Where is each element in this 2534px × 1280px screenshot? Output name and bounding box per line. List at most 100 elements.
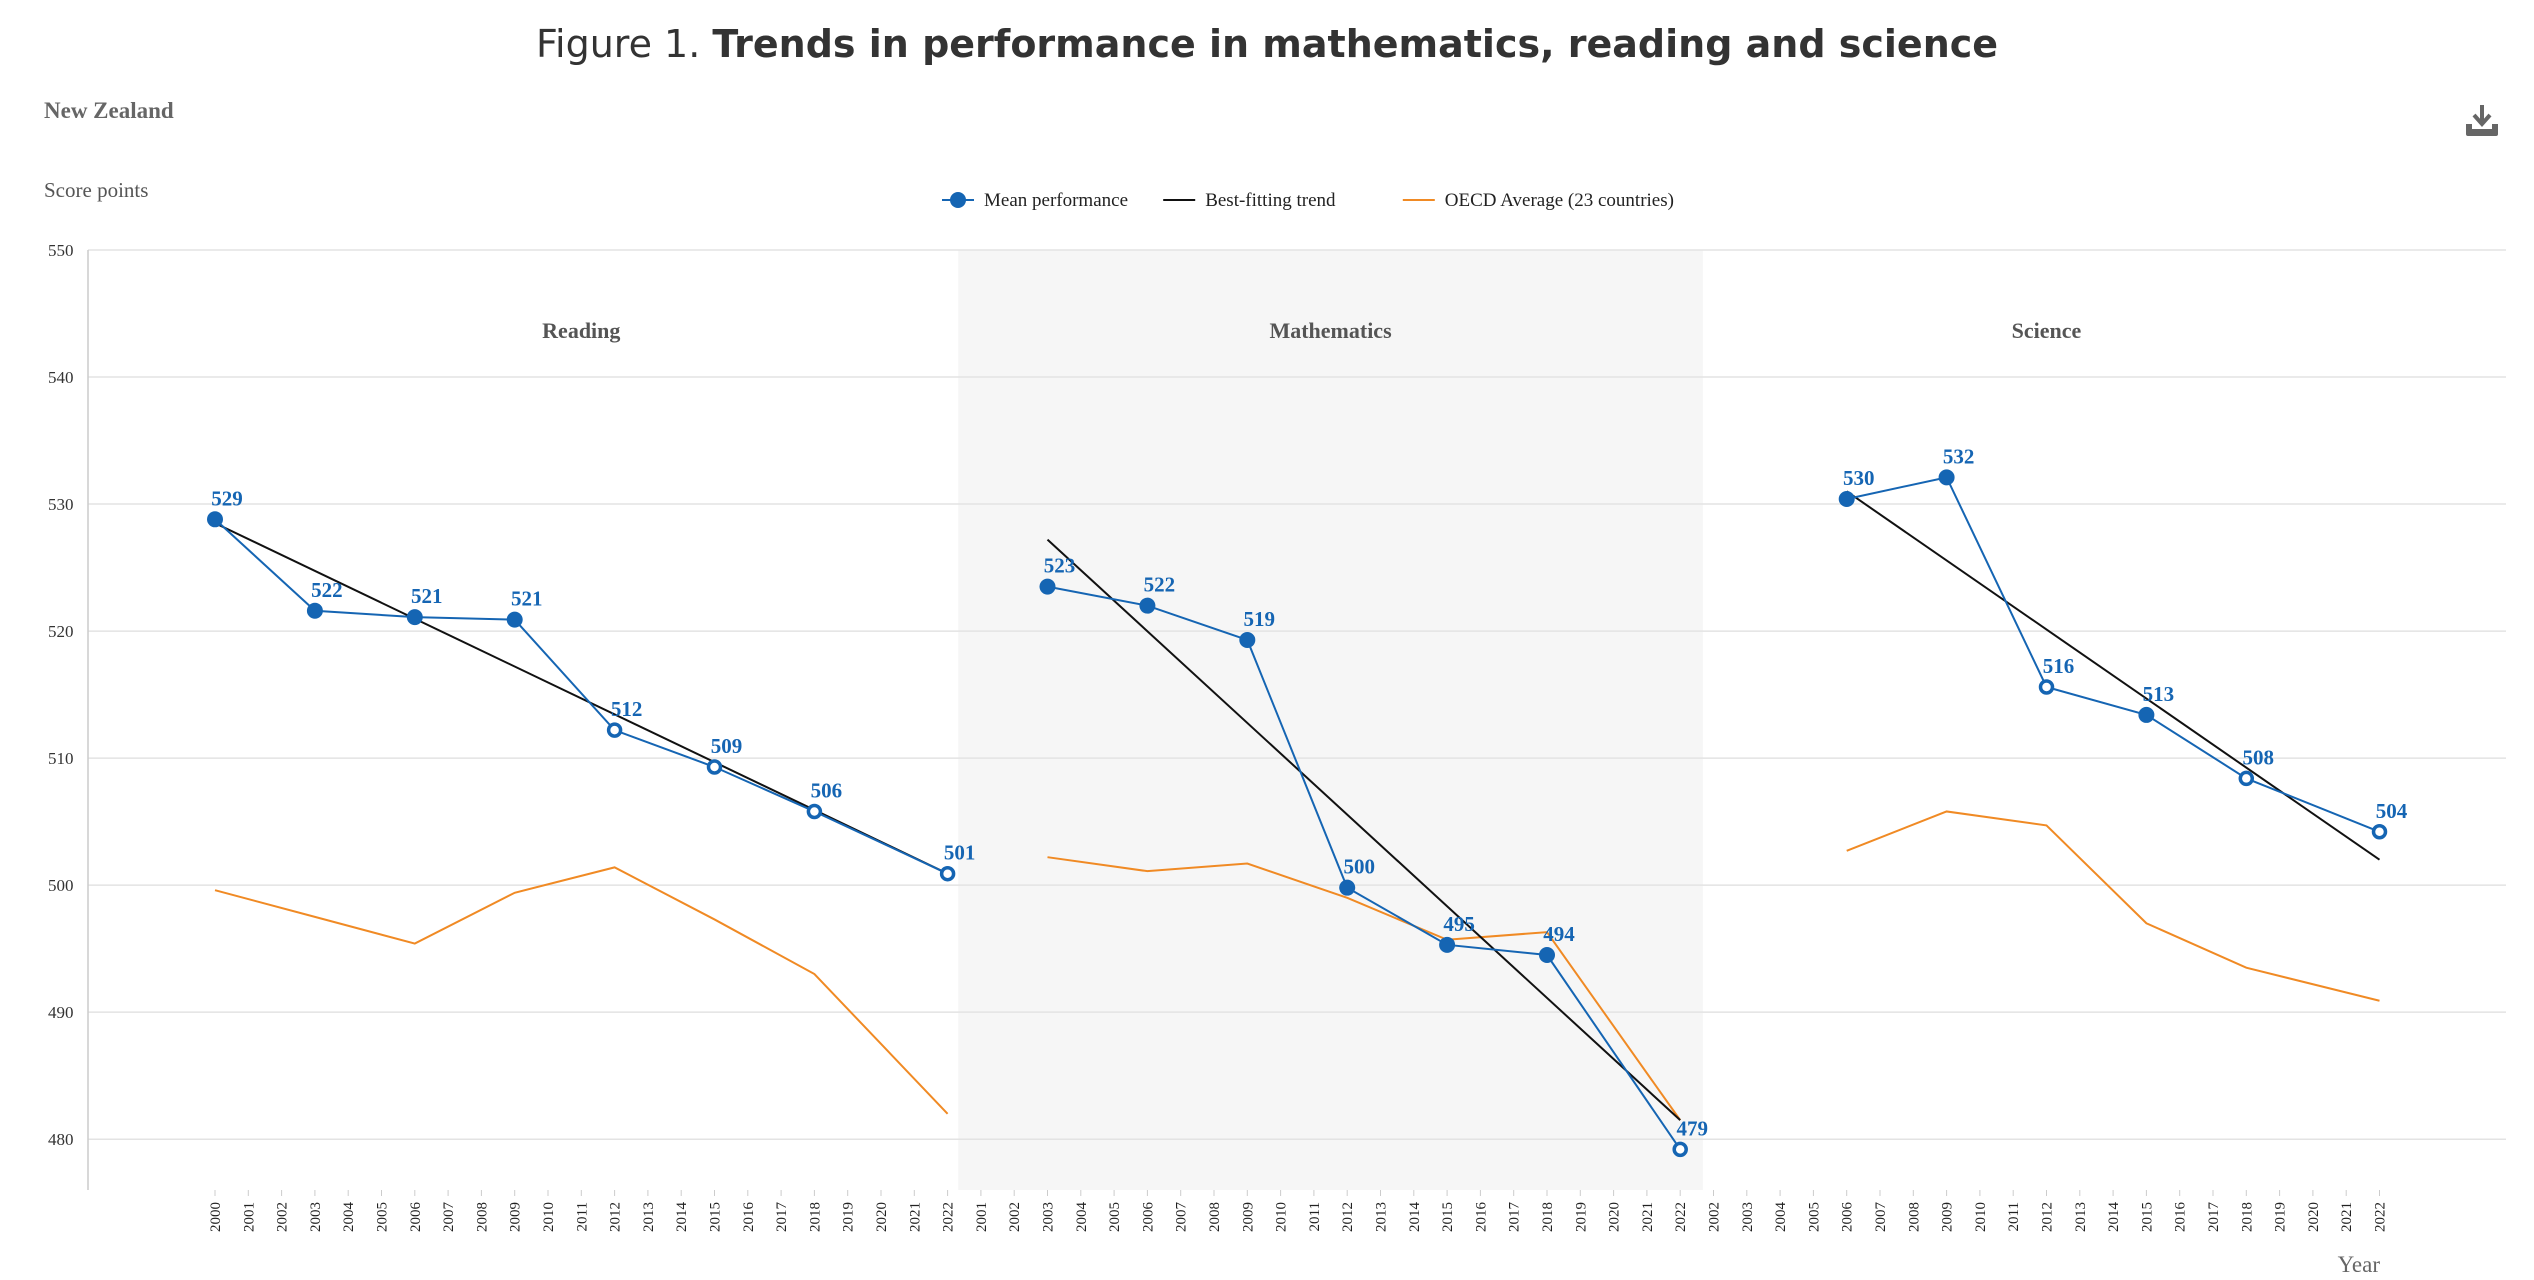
data-label: 509: [711, 734, 743, 758]
legend-marker-mean: [950, 192, 966, 208]
x-tick-label: 2004: [1773, 1202, 1789, 1233]
x-tick-label: 2007: [1174, 1202, 1190, 1233]
mean-point: [1838, 490, 1855, 507]
figure-title-main: Trends in performance in mathematics, re…: [712, 22, 1999, 66]
x-tick-label: 2015: [1440, 1202, 1456, 1232]
data-label: 495: [1443, 912, 1475, 936]
x-tick-label: 2010: [1973, 1202, 1989, 1232]
x-tick-label: 2010: [541, 1202, 557, 1232]
legend-label: Mean performance: [984, 190, 1128, 211]
x-tick-label: 2003: [1740, 1202, 1756, 1232]
x-tick-label: 2012: [608, 1202, 624, 1232]
y-tick-label: 540: [48, 368, 74, 387]
x-axis-title: Year: [2338, 1252, 2381, 1277]
x-tick-label: 2002: [1707, 1202, 1723, 1232]
x-tick-label: 2020: [1607, 1202, 1623, 1232]
x-tick-label: 2014: [674, 1202, 690, 1233]
mean-point-hollow: [606, 722, 623, 738]
y-tick-label: 480: [48, 1130, 74, 1149]
mean-point-hollow: [1672, 1141, 1688, 1158]
panel-title-reading: Reading: [542, 318, 620, 343]
data-label: 522: [311, 578, 343, 602]
x-tick-label: 2015: [708, 1202, 724, 1232]
data-label: 521: [511, 587, 543, 611]
mean-line-science: [1846, 476, 2380, 833]
x-tick-label: 2000: [208, 1202, 224, 1232]
data-label: 521: [411, 584, 443, 608]
y-tick-label: 530: [48, 495, 74, 514]
mean-point: [1339, 879, 1356, 896]
x-tick-label: 2006: [1840, 1202, 1856, 1233]
x-tick-label: 2004: [1074, 1202, 1090, 1233]
x-tick-label: 2022: [2373, 1202, 2389, 1232]
download-icon[interactable]: [2462, 100, 2502, 140]
oecd-line-mathematics: [1047, 856, 1682, 1121]
figure-title-prefix: Figure 1.: [535, 22, 701, 66]
x-tick-label: 2016: [2173, 1202, 2189, 1233]
mean-point: [1239, 631, 1256, 648]
x-tick-label: 2020: [2306, 1202, 2322, 1232]
x-tick-label: 2003: [1041, 1202, 1057, 1232]
trend-line-reading: [214, 522, 949, 875]
x-tick-label: 2014: [1407, 1202, 1423, 1233]
x-tick-label: 2008: [1207, 1202, 1223, 1232]
x-tick-label: 2012: [1340, 1202, 1356, 1232]
oecd-line-reading: [214, 866, 949, 1115]
x-tick-label: 2007: [1873, 1202, 1889, 1233]
x-tick-label: 2022: [941, 1202, 957, 1232]
x-tick-label: 2008: [1906, 1202, 1922, 1232]
x-tick-label: 2006: [1140, 1202, 1156, 1233]
mean-point: [1439, 936, 1456, 953]
data-label: 501: [944, 841, 976, 865]
x-tick-label: 2011: [1307, 1202, 1323, 1231]
mean-line-reading: [214, 518, 949, 875]
panel-title-science: Science: [2012, 318, 2082, 343]
data-label: 530: [1843, 466, 1875, 490]
trend-line-science: [1846, 490, 2381, 861]
x-tick-label: 2001: [241, 1202, 257, 1232]
x-tick-label: 2013: [2073, 1202, 2089, 1232]
mean-point-hollow: [939, 865, 956, 882]
x-tick-label: 2002: [275, 1202, 291, 1232]
oecd-line-science: [1846, 810, 2380, 1002]
x-tick-label: 2016: [1473, 1202, 1489, 1233]
data-label: 519: [1244, 607, 1276, 631]
x-tick-label: 2006: [408, 1202, 424, 1233]
x-tick-label: 2009: [1240, 1202, 1256, 1232]
x-tick-label: 2001: [974, 1202, 990, 1232]
data-label: 500: [1343, 855, 1375, 879]
x-tick-label: 2019: [841, 1202, 857, 1232]
mean-point: [2138, 706, 2155, 723]
x-tick-label: 2014: [2106, 1202, 2122, 1233]
x-tick-label: 2022: [1673, 1202, 1689, 1232]
mean-point: [1139, 597, 1156, 614]
data-label: 512: [611, 697, 643, 721]
mean-point: [1539, 947, 1555, 963]
x-tick-label: 2018: [1540, 1202, 1556, 1232]
mean-point: [1039, 578, 1056, 595]
mean-point-hollow: [2371, 824, 2388, 840]
data-label: 494: [1543, 922, 1575, 946]
x-tick-label: 2021: [907, 1202, 923, 1232]
y-tick-label: 550: [48, 241, 74, 260]
x-tick-label: 2013: [1374, 1202, 1390, 1232]
data-label: 532: [1943, 444, 1975, 468]
x-tick-label: 2017: [1507, 1202, 1523, 1233]
data-label: 506: [811, 778, 843, 802]
mean-point: [406, 609, 423, 626]
data-label: 523: [1044, 554, 1076, 578]
x-tick-label: 2005: [1107, 1202, 1123, 1232]
y-tick-label: 490: [48, 1003, 74, 1022]
trend-line-mathematics: [1046, 538, 1681, 1121]
x-tick-label: 2010: [1274, 1202, 1290, 1232]
y-axis-title: Score points: [44, 178, 148, 202]
x-tick-label: 2017: [2206, 1202, 2222, 1233]
x-tick-label: 2007: [441, 1202, 457, 1233]
country-label: New Zealand: [44, 98, 174, 123]
x-tick-label: 2002: [1007, 1202, 1023, 1232]
figure-title: Figure 1. Trends in performance in mathe…: [0, 22, 2534, 66]
mean-point-hollow: [2238, 770, 2255, 787]
x-tick-label: 2021: [1640, 1202, 1656, 1232]
y-tick-label: 510: [48, 749, 74, 768]
